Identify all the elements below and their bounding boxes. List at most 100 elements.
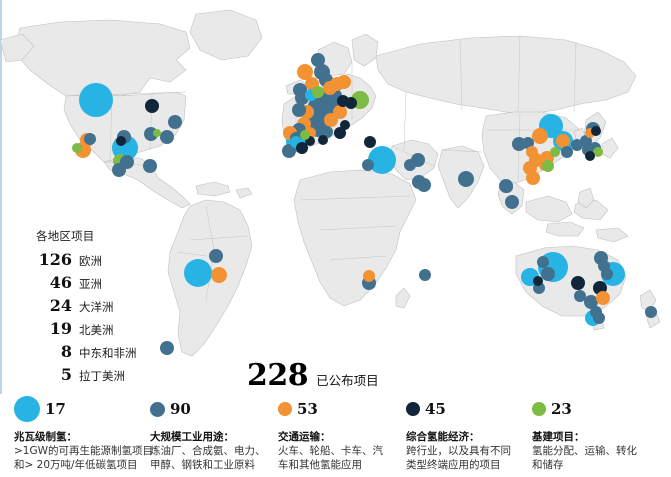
legend-count: 90: [170, 400, 191, 418]
project-bubble[interactable]: [526, 146, 538, 158]
region-row: 24 大洋洲: [10, 296, 160, 315]
total-projects-label: 已公布项目: [316, 373, 379, 388]
project-bubble[interactable]: [368, 146, 396, 174]
project-bubble[interactable]: [363, 270, 375, 282]
project-bubble[interactable]: [596, 291, 610, 305]
project-bubble[interactable]: [112, 163, 126, 177]
legend-description: 火车、轮船、卡车、汽 车和其他氢能应用: [278, 445, 383, 471]
project-bubble[interactable]: [550, 147, 560, 157]
region-row: 46 亚洲: [10, 273, 160, 292]
project-bubble[interactable]: [645, 306, 657, 318]
project-bubble[interactable]: [601, 268, 613, 280]
project-bubble[interactable]: [561, 146, 573, 158]
project-bubble[interactable]: [324, 113, 338, 127]
project-bubble[interactable]: [526, 171, 540, 185]
project-bubble[interactable]: [537, 256, 549, 268]
total-projects-number: 228: [247, 358, 309, 393]
project-bubble[interactable]: [364, 136, 376, 148]
project-bubble[interactable]: [505, 195, 519, 209]
legend-dot-icon: [278, 402, 292, 416]
legend-dot-icon: [532, 402, 546, 416]
region-label: 拉丁美洲: [79, 369, 125, 383]
project-bubble[interactable]: [168, 115, 182, 129]
project-bubble[interactable]: [311, 53, 325, 67]
project-bubble[interactable]: [417, 178, 431, 192]
region-count: 46: [49, 273, 72, 292]
region-count: 24: [49, 296, 72, 315]
legend-dot-icon: [150, 401, 165, 417]
legend-dot-icon: [406, 402, 420, 416]
legend-count: 45: [425, 400, 446, 418]
region-label: 北美洲: [79, 323, 114, 337]
project-bubble[interactable]: [585, 128, 595, 138]
project-bubble[interactable]: [571, 276, 585, 290]
legend-item[interactable]: 45 综合氢能经济： 跨行业，以及具有不同 类型终端应用的项目: [406, 394, 532, 472]
project-bubble[interactable]: [305, 136, 315, 146]
legend-description: 氢能分配、运输、转化 和储存: [532, 445, 637, 471]
project-bubble[interactable]: [556, 134, 570, 148]
legend-title: 综合氢能经济：: [406, 431, 480, 443]
legend-count: 53: [297, 400, 318, 418]
legend-item[interactable]: 90 大规模工业用途： 炼油厂、合成氨、电力、 甲醇、钢铁和工业原料: [150, 394, 276, 472]
project-bubble[interactable]: [419, 269, 431, 281]
project-bubble[interactable]: [362, 159, 374, 171]
region-label: 中东和非洲: [79, 346, 137, 360]
project-bubble[interactable]: [153, 129, 161, 137]
project-bubble[interactable]: [209, 249, 223, 263]
project-bubble[interactable]: [337, 75, 351, 89]
region-label: 大洋洲: [79, 300, 114, 314]
region-label: 亚洲: [79, 277, 102, 291]
region-row: 8 中东和非洲: [10, 342, 160, 361]
project-bubble[interactable]: [296, 142, 308, 154]
project-bubble[interactable]: [593, 312, 605, 324]
project-bubble[interactable]: [532, 128, 548, 144]
legend: 17 兆瓦级制氢： >1GW的可再生能源制氢项目 和> 20万吨/年低碳氢项目 90 大…: [0, 394, 671, 477]
project-bubble[interactable]: [282, 144, 296, 158]
project-bubble[interactable]: [84, 133, 96, 145]
project-bubble[interactable]: [345, 97, 357, 109]
project-bubble[interactable]: [160, 130, 174, 144]
project-bubble[interactable]: [585, 151, 595, 161]
project-bubble[interactable]: [72, 143, 82, 153]
legend-item-head: 90: [150, 394, 276, 424]
project-bubble[interactable]: [300, 130, 310, 140]
legend-item[interactable]: 17 兆瓦级制氢： >1GW的可再生能源制氢项目 和> 20万吨/年低碳氢项目: [14, 394, 154, 472]
project-bubble[interactable]: [312, 86, 324, 98]
project-bubble[interactable]: [340, 120, 350, 130]
project-bubble[interactable]: [501, 181, 513, 193]
project-bubble[interactable]: [145, 99, 159, 113]
project-bubble[interactable]: [318, 135, 328, 145]
project-bubble[interactable]: [533, 276, 543, 286]
region-panel-title: 各地区项目: [36, 229, 95, 243]
project-bubble[interactable]: [143, 159, 157, 173]
project-bubble[interactable]: [591, 126, 601, 136]
project-bubble[interactable]: [116, 136, 126, 146]
project-bubble[interactable]: [458, 171, 474, 187]
left-frame-line: [0, 0, 2, 477]
project-bubble[interactable]: [584, 295, 598, 309]
project-bubble[interactable]: [190, 265, 206, 281]
legend-item[interactable]: 53 交通运输： 火车、轮船、卡车、汽 车和其他氢能应用: [278, 394, 404, 472]
project-bubble[interactable]: [79, 83, 113, 117]
legend-item[interactable]: 23 基建项目： 氢能分配、运输、转化 和储存: [532, 394, 662, 472]
legend-title: 交通运输：: [278, 431, 331, 443]
project-bubble[interactable]: [541, 267, 555, 281]
legend-item-head: 17: [14, 394, 154, 424]
region-summary-panel: 各地区项目 126 欧洲 46 亚洲 24 大洋洲 19 北美洲 8 中东和非洲 5 拉丁美洲: [10, 228, 160, 388]
project-bubble[interactable]: [297, 64, 313, 80]
region-row: 19 北美洲: [10, 319, 160, 338]
legend-count: 23: [551, 400, 572, 418]
legend-count: 17: [45, 400, 66, 418]
project-bubble[interactable]: [160, 341, 174, 355]
project-bubble[interactable]: [334, 127, 346, 139]
project-bubble[interactable]: [593, 147, 603, 157]
legend-title: 兆瓦级制氢：: [14, 431, 77, 443]
project-bubble[interactable]: [292, 103, 306, 117]
world-map[interactable]: [0, 0, 671, 400]
project-bubble[interactable]: [404, 159, 416, 171]
project-bubble[interactable]: [574, 290, 586, 302]
project-bubble[interactable]: [211, 267, 227, 283]
project-bubble[interactable]: [542, 160, 554, 172]
legend-title: 基建项目：: [532, 431, 585, 443]
region-count: 5: [60, 365, 72, 384]
